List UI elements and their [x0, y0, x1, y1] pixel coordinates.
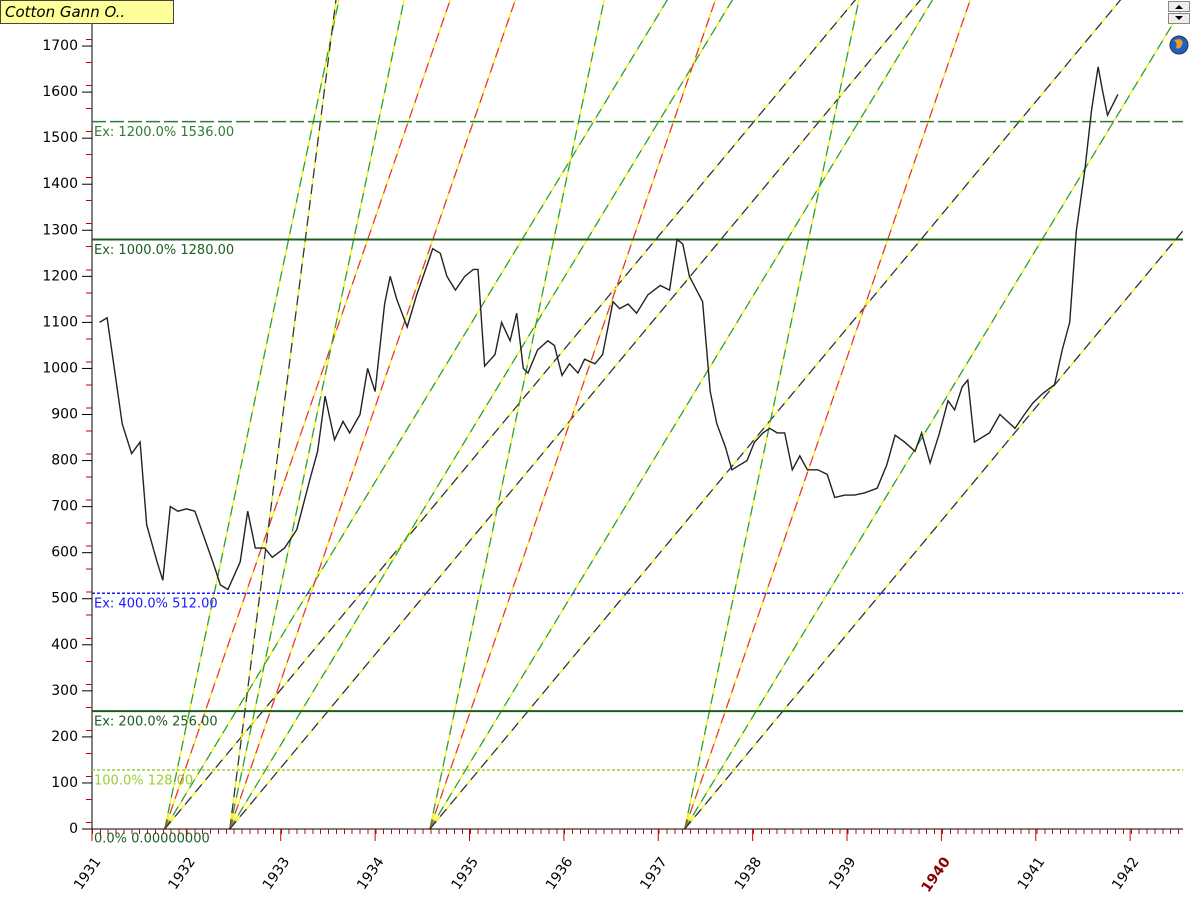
arrow-icon — [1175, 16, 1183, 20]
scroll-down-button[interactable] — [1168, 13, 1190, 24]
y-tick-label: 1700 — [42, 38, 78, 54]
fan-line — [164, 0, 669, 829]
fan-line — [684, 230, 1183, 829]
level-label: 0.0% 0.00000000 — [94, 832, 210, 847]
y-tick-label: 500 — [51, 591, 78, 607]
fan-line-dash — [429, 0, 934, 829]
chart-title: Cotton Gann O.. — [0, 0, 174, 24]
x-tick-label: 1938 — [732, 854, 766, 892]
level-label: Ex: 1000.0% 1280.00 — [94, 243, 234, 258]
fan-line — [429, 0, 934, 829]
arrow-icon — [1175, 5, 1183, 9]
fan-line — [429, 0, 1122, 829]
y-tick-label: 0 — [69, 821, 78, 837]
fan-line — [229, 0, 922, 829]
y-tick-label: 1100 — [42, 314, 78, 330]
level-label: Ex: 1200.0% 1536.00 — [94, 125, 234, 140]
fan-line-dash — [429, 0, 1122, 829]
y-tick-label: 800 — [51, 453, 78, 469]
fan-line — [429, 0, 605, 829]
fan-line — [164, 0, 340, 829]
y-tick-label: 400 — [51, 637, 78, 653]
x-tick-label: 1935 — [449, 854, 483, 892]
x-tick-label: 1932 — [165, 854, 199, 892]
price-line — [99, 66, 1119, 591]
y-tick-label: 1400 — [42, 176, 78, 192]
y-tick-label: 900 — [51, 407, 78, 423]
fan-line — [164, 0, 451, 829]
level-label: 100.0% 128.00 — [94, 774, 193, 789]
y-tick-label: 1200 — [42, 268, 78, 284]
fan-line-dash — [429, 0, 717, 829]
level-label: Ex: 200.0% 256.00 — [94, 715, 218, 730]
x-tick-label: 1940 — [918, 854, 954, 895]
y-tick-label: 1500 — [42, 130, 78, 146]
y-tick-label: 300 — [51, 683, 78, 699]
x-tick-label: 1931 — [71, 854, 105, 892]
level-label: Ex: 400.0% 512.00 — [94, 597, 218, 612]
fan-line — [684, 0, 860, 829]
gann-fans — [164, 0, 1183, 829]
x-minor-ticks — [92, 829, 1183, 834]
y-tick-label: 200 — [51, 729, 78, 745]
fan-line-dash — [684, 0, 971, 829]
scroll-up-button[interactable] — [1168, 1, 1190, 12]
y-tick-label: 100 — [51, 775, 78, 791]
y-tick-label: 1300 — [42, 222, 78, 238]
fan-line — [229, 0, 734, 829]
fan-line — [429, 0, 717, 829]
x-tick-label: 1941 — [1015, 854, 1049, 892]
fan-line-dash — [429, 0, 605, 829]
y-tick-label: 1600 — [42, 84, 78, 100]
x-tick-label: 1934 — [354, 854, 388, 892]
y-tick-label: 700 — [51, 499, 78, 515]
globe-button[interactable] — [1168, 34, 1190, 56]
fan-line — [164, 0, 857, 829]
x-tick-label: 1942 — [1109, 854, 1143, 892]
fan-line — [684, 6, 1183, 829]
x-tick-label: 1936 — [543, 854, 577, 892]
y-tick-label: 600 — [51, 545, 78, 561]
fan-line-dash — [164, 0, 857, 829]
x-tick-label: 1933 — [260, 854, 294, 892]
y-minor-ticks — [86, 0, 92, 829]
fan-line — [229, 0, 516, 829]
x-tick-label: 1939 — [826, 854, 860, 892]
fan-line — [229, 0, 405, 829]
x-tick-label: 1937 — [637, 854, 671, 892]
y-tick-label: 1000 — [42, 360, 78, 376]
